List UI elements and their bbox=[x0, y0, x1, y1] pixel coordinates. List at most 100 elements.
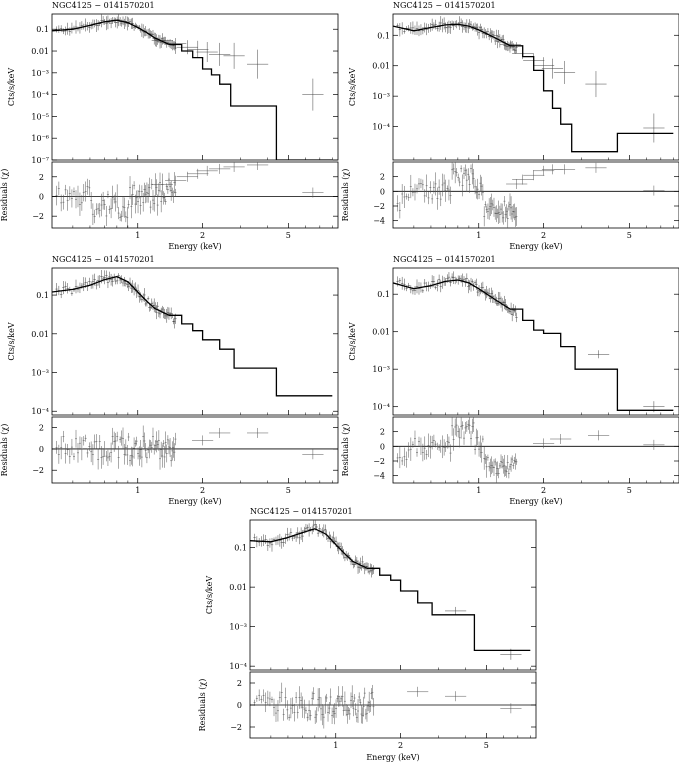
x-tick-label: 1 bbox=[135, 231, 140, 240]
x-tick-label: 2 bbox=[200, 486, 205, 495]
upper-data bbox=[393, 271, 674, 413]
upper-data bbox=[52, 14, 333, 160]
residual-axis-label: Residuals (χ) bbox=[341, 424, 350, 477]
residual-y-tick-label: 0 bbox=[380, 187, 385, 196]
x-tick-label: 5 bbox=[627, 231, 632, 240]
y-tick-label: 0.1 bbox=[36, 25, 49, 34]
panel-title: NGC4125 − 0141570201 bbox=[52, 255, 155, 264]
lower-frame bbox=[51, 416, 339, 484]
residual-y-tick-label: −2 bbox=[32, 466, 44, 475]
x-axis-label: Energy (keV) bbox=[366, 753, 419, 762]
y-tick-label: 10⁻⁴ bbox=[372, 123, 390, 132]
y-tick-label: 10⁻⁴ bbox=[372, 403, 390, 412]
spectrum-panel-top-right: NGC4125 − 0141570201 1 2 5 0.1 0.01 10⁻³ 10⁻⁴ Ct… bbox=[341, 1, 679, 251]
x-tick-label: 5 bbox=[627, 486, 632, 495]
upper-data bbox=[52, 270, 333, 397]
residual-y-tick-label: −2 bbox=[373, 457, 385, 466]
y-tick-label: 10⁻³ bbox=[229, 623, 247, 632]
upper-frame bbox=[392, 13, 679, 161]
y-tick-label: 0.01 bbox=[31, 330, 49, 339]
y-tick-label: 0.1 bbox=[377, 290, 390, 299]
upper-data bbox=[250, 520, 531, 660]
x-tick-label: 1 bbox=[135, 486, 140, 495]
x-tick-label: 5 bbox=[286, 486, 291, 495]
residual-y-tick-label: 0 bbox=[380, 442, 385, 451]
model-curve bbox=[52, 275, 333, 397]
y-tick-label: 10⁻⁴ bbox=[229, 662, 247, 671]
spectrum-panel-middle-right: NGC4125 − 0141570201 1 2 5 0.1 0.01 10⁻³ 10⁻⁴ Ct… bbox=[341, 255, 679, 506]
spectrum-panel-top-left: NGC4125 − 0141570201 1 2 5 0.1 0.01 10⁻³ 10⁻⁴ 10… bbox=[0, 1, 339, 251]
model-curve bbox=[393, 23, 674, 153]
model-curve bbox=[52, 19, 333, 160]
x-tick-label: 1 bbox=[476, 231, 481, 240]
y-tick-label: 10⁻⁵ bbox=[31, 112, 49, 121]
residual-y-tick-label: −4 bbox=[373, 217, 385, 226]
x-tick-label: 2 bbox=[541, 231, 546, 240]
residual-data bbox=[393, 162, 679, 228]
residual-y-tick-label: −4 bbox=[373, 472, 385, 481]
residual-axis-label: Residuals (χ) bbox=[0, 169, 9, 222]
panel-title: NGC4125 − 0141570201 bbox=[393, 255, 496, 264]
residual-y-tick-label: −2 bbox=[230, 723, 242, 732]
y-tick-label: 0.1 bbox=[377, 31, 390, 40]
y-axis-label: Cts/s/keV bbox=[7, 68, 16, 107]
upper-data bbox=[393, 16, 674, 153]
residual-y-tick-label: 0 bbox=[237, 701, 242, 710]
model-curve bbox=[393, 279, 674, 411]
residual-axis-label: Residuals (χ) bbox=[0, 424, 9, 477]
residual-y-tick-label: −2 bbox=[373, 202, 385, 211]
y-tick-label: 10⁻⁴ bbox=[31, 91, 49, 100]
residual-data bbox=[52, 162, 338, 228]
residual-data bbox=[393, 417, 679, 483]
lower-frame bbox=[392, 161, 679, 229]
residual-axis-label: Residuals (χ) bbox=[198, 679, 207, 732]
residual-y-tick-label: 0 bbox=[39, 445, 44, 454]
y-tick-label: 0.01 bbox=[372, 328, 390, 337]
spectrum-panel-middle-left: NGC4125 − 0141570201 1 2 5 0.1 0.01 10⁻³ 10⁻⁴ Ct… bbox=[0, 255, 339, 506]
y-axis-label: Cts/s/keV bbox=[348, 68, 357, 107]
spectrum-panel-bottom-center: NGC4125 − 0141570201 1 2 5 0.1 0.01 10⁻³ 10⁻⁴ Ct… bbox=[198, 507, 537, 762]
residual-y-tick-label: 2 bbox=[380, 173, 385, 182]
y-tick-label: 10⁻⁶ bbox=[31, 134, 49, 143]
x-axis-label: Energy (keV) bbox=[168, 497, 221, 506]
x-tick-label: 1 bbox=[476, 486, 481, 495]
residual-data bbox=[250, 682, 536, 729]
panel-title: NGC4125 − 0141570201 bbox=[52, 1, 155, 10]
x-tick-label: 2 bbox=[541, 486, 546, 495]
panel-title: NGC4125 − 0141570201 bbox=[393, 1, 496, 10]
y-tick-label: 10⁻³ bbox=[31, 69, 49, 78]
residual-y-tick-label: 2 bbox=[39, 173, 44, 182]
residual-axis-label: Residuals (χ) bbox=[341, 169, 350, 222]
lower-frame bbox=[51, 161, 339, 229]
y-axis-label: Cts/s/keV bbox=[205, 576, 214, 615]
x-tick-label: 1 bbox=[333, 741, 338, 750]
y-tick-label: 10⁻⁷ bbox=[31, 156, 49, 165]
upper-frame bbox=[249, 519, 537, 671]
y-tick-label: 10⁻³ bbox=[372, 365, 390, 374]
y-axis-label: Cts/s/keV bbox=[7, 322, 16, 361]
residual-y-tick-label: −2 bbox=[32, 212, 44, 221]
residual-data bbox=[52, 425, 338, 470]
upper-frame bbox=[51, 13, 339, 161]
lower-frame bbox=[392, 416, 679, 484]
residual-y-tick-label: 0 bbox=[39, 192, 44, 201]
y-tick-label: 10⁻⁴ bbox=[31, 407, 49, 416]
y-tick-label: 0.01 bbox=[31, 47, 49, 56]
x-axis-label: Energy (keV) bbox=[509, 242, 562, 251]
x-tick-label: 5 bbox=[484, 741, 489, 750]
y-tick-label: 10⁻³ bbox=[31, 369, 49, 378]
upper-frame bbox=[392, 267, 679, 416]
panel-title: NGC4125 − 0141570201 bbox=[250, 507, 353, 516]
y-tick-label: 10⁻³ bbox=[372, 92, 390, 101]
y-tick-label: 0.1 bbox=[234, 544, 247, 553]
y-axis-label: Cts/s/keV bbox=[348, 322, 357, 361]
residual-y-tick-label: 2 bbox=[380, 428, 385, 437]
y-tick-label: 0.1 bbox=[36, 291, 49, 300]
x-axis-label: Energy (keV) bbox=[509, 497, 562, 506]
x-tick-label: 5 bbox=[286, 231, 291, 240]
x-tick-label: 2 bbox=[398, 741, 403, 750]
residual-y-tick-label: 2 bbox=[237, 679, 242, 688]
model-curve bbox=[250, 528, 531, 652]
upper-frame bbox=[51, 267, 339, 416]
residual-y-tick-label: 2 bbox=[39, 424, 44, 433]
